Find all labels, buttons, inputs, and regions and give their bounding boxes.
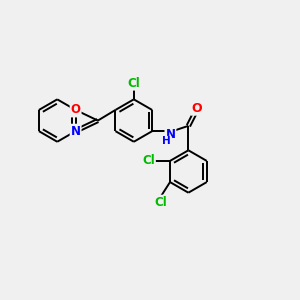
Text: N: N [70, 125, 81, 138]
Text: O: O [191, 102, 202, 115]
Text: Cl: Cl [154, 196, 167, 208]
Text: Cl: Cl [142, 154, 155, 167]
Text: Cl: Cl [128, 77, 140, 90]
Text: H: H [162, 136, 171, 146]
Text: O: O [70, 103, 81, 116]
Text: N: N [165, 128, 176, 141]
